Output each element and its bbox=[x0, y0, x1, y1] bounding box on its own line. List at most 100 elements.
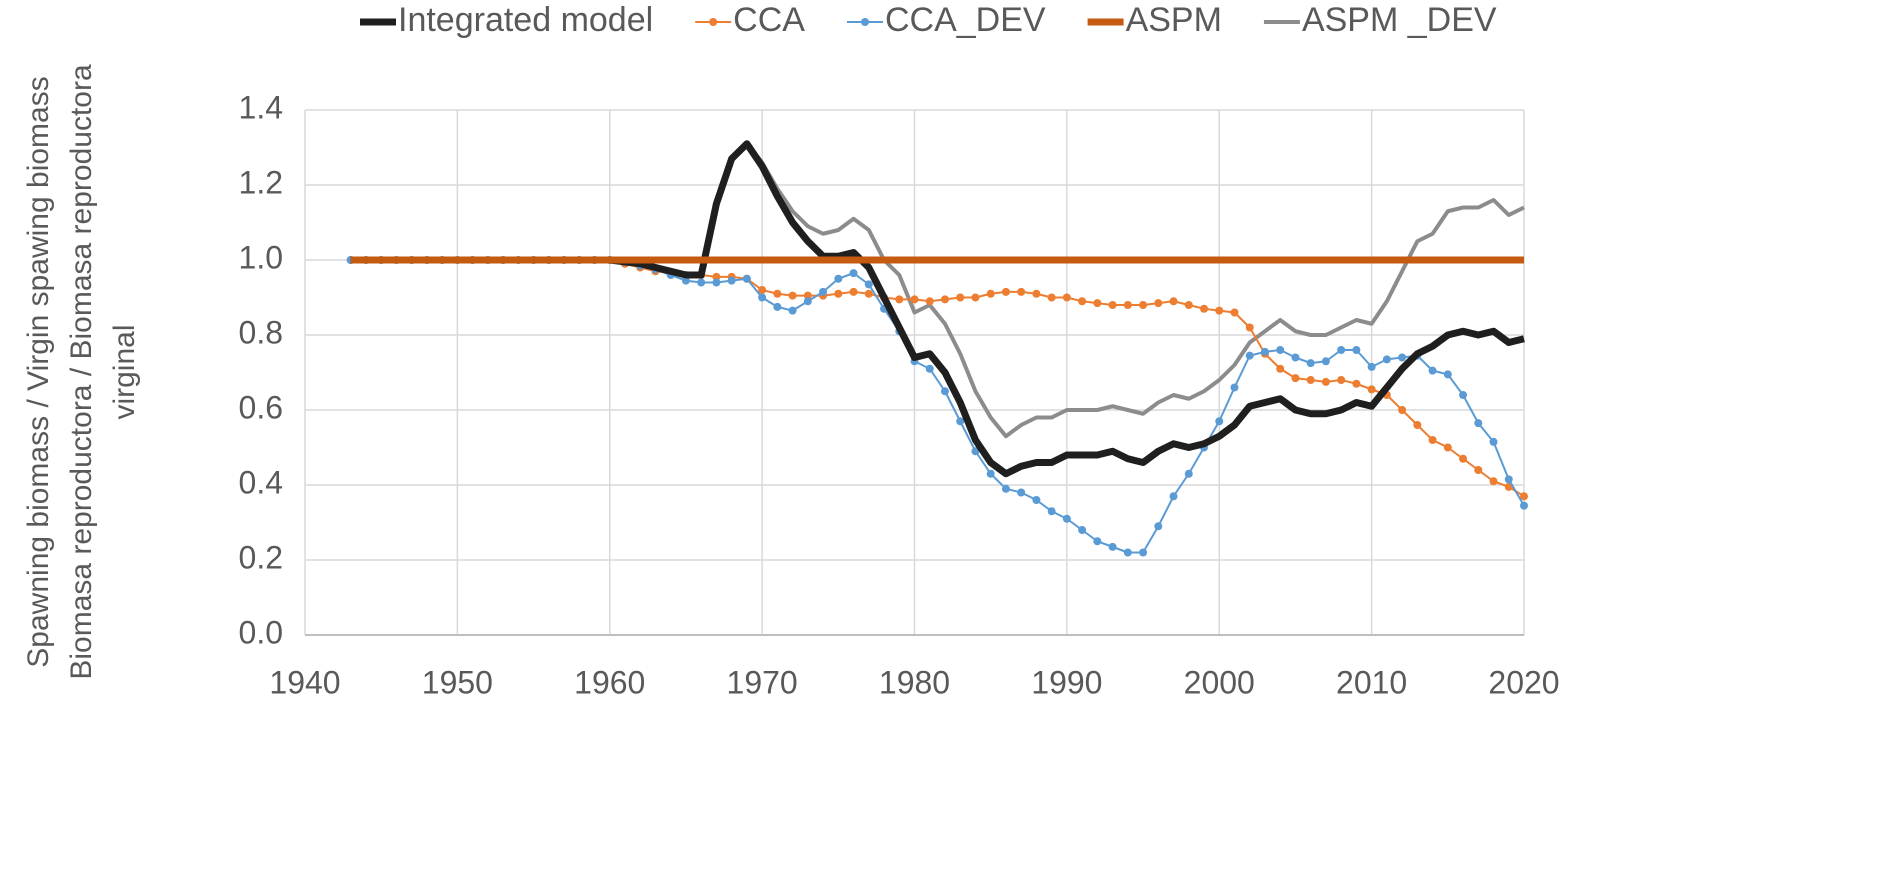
series-line bbox=[350, 259, 1525, 498]
data-point bbox=[1443, 370, 1452, 379]
data-point bbox=[1123, 301, 1132, 309]
data-point bbox=[1200, 304, 1209, 313]
legend-item: CCA bbox=[695, 1, 805, 39]
data-point bbox=[1367, 385, 1376, 394]
data-point bbox=[788, 291, 797, 300]
data-point bbox=[1367, 362, 1376, 371]
data-point bbox=[1474, 419, 1483, 428]
data-point bbox=[773, 289, 782, 298]
data-point bbox=[1230, 308, 1239, 317]
data-point bbox=[1154, 522, 1163, 531]
data-point bbox=[1398, 353, 1407, 362]
data-point bbox=[1321, 357, 1330, 366]
data-point bbox=[925, 297, 934, 306]
data-point bbox=[1093, 537, 1102, 546]
data-point bbox=[1489, 477, 1498, 486]
data-point bbox=[1459, 391, 1468, 399]
data-point bbox=[1184, 301, 1193, 309]
data-point bbox=[1215, 417, 1224, 426]
data-point bbox=[895, 295, 904, 304]
y-tick-label: 1.2 bbox=[239, 164, 283, 200]
data-point bbox=[1078, 297, 1087, 306]
data-point bbox=[712, 272, 721, 281]
data-point bbox=[1352, 346, 1361, 354]
data-point bbox=[1428, 436, 1437, 444]
data-point bbox=[712, 278, 721, 287]
data-point bbox=[956, 417, 965, 426]
data-point bbox=[1428, 366, 1437, 375]
data-point bbox=[971, 293, 980, 302]
x-tick-label: 1980 bbox=[879, 664, 950, 700]
data-point bbox=[742, 274, 751, 283]
data-point bbox=[1139, 301, 1148, 309]
data-point bbox=[1443, 443, 1452, 452]
y-tick-label: 0.2 bbox=[239, 539, 283, 575]
data-point bbox=[1017, 287, 1026, 296]
data-point bbox=[864, 280, 873, 289]
data-point bbox=[1504, 475, 1513, 484]
data-point bbox=[727, 276, 736, 285]
data-point bbox=[849, 287, 858, 296]
legend-label: Integrated model bbox=[398, 1, 653, 39]
y-tick-label: 0.6 bbox=[239, 389, 283, 425]
data-point bbox=[1078, 526, 1087, 534]
data-point bbox=[1062, 514, 1071, 523]
data-point bbox=[1032, 289, 1041, 298]
data-point bbox=[1520, 501, 1528, 510]
data-point bbox=[1260, 347, 1269, 356]
series-line bbox=[350, 140, 1525, 478]
data-point bbox=[681, 276, 690, 285]
x-tick-label: 1950 bbox=[422, 664, 493, 700]
series-line bbox=[350, 141, 1525, 439]
data-point bbox=[1398, 406, 1407, 414]
data-point bbox=[1062, 293, 1071, 302]
y-axis-title: Spawning biomass / Virgin spawing biomas… bbox=[22, 76, 55, 667]
y-tick-label: 0.0 bbox=[239, 614, 283, 650]
data-point bbox=[1276, 346, 1285, 354]
data-point bbox=[986, 289, 995, 298]
data-point bbox=[697, 278, 706, 287]
data-point bbox=[1337, 346, 1346, 354]
x-tick-label: 1960 bbox=[574, 664, 645, 700]
x-tick-label: 1940 bbox=[269, 664, 340, 700]
legend-label: CCA bbox=[733, 1, 805, 39]
data-point bbox=[1123, 548, 1132, 557]
data-point bbox=[1154, 299, 1163, 308]
x-tick-label: 1970 bbox=[727, 664, 798, 700]
y-tick-label: 0.4 bbox=[239, 464, 283, 500]
data-point bbox=[864, 289, 873, 298]
data-point bbox=[758, 286, 767, 294]
data-point bbox=[1459, 454, 1468, 463]
data-point bbox=[819, 287, 828, 296]
data-point bbox=[986, 469, 995, 478]
y-axis-title: virginal bbox=[108, 324, 141, 419]
data-point bbox=[1291, 353, 1300, 362]
x-tick-label: 1990 bbox=[1031, 664, 1102, 700]
data-point bbox=[834, 274, 843, 283]
data-point bbox=[910, 295, 919, 304]
data-point bbox=[1001, 484, 1010, 493]
data-point bbox=[1352, 379, 1361, 388]
data-point bbox=[1215, 306, 1224, 315]
data-point bbox=[1108, 542, 1117, 551]
data-point bbox=[1520, 492, 1528, 501]
data-point bbox=[1321, 377, 1330, 386]
data-point bbox=[971, 447, 980, 456]
legend-item: CCA_DEV bbox=[846, 1, 1046, 39]
legend-marker bbox=[709, 18, 718, 26]
data-point bbox=[1230, 383, 1239, 392]
legend-item: ASPM _DEV bbox=[1263, 1, 1497, 39]
x-tick-label: 2020 bbox=[1488, 664, 1559, 700]
data-point bbox=[773, 302, 782, 311]
data-point bbox=[1245, 351, 1254, 360]
legend-label: ASPM bbox=[1126, 1, 1222, 39]
data-point bbox=[1382, 355, 1391, 364]
data-point bbox=[1139, 548, 1148, 557]
data-point bbox=[1001, 287, 1010, 296]
legend-item: Integrated model bbox=[360, 1, 653, 39]
data-point bbox=[940, 295, 949, 304]
x-tick-label: 2010 bbox=[1336, 664, 1407, 700]
data-point bbox=[1169, 492, 1178, 501]
y-tick-label: 1.0 bbox=[239, 239, 283, 275]
